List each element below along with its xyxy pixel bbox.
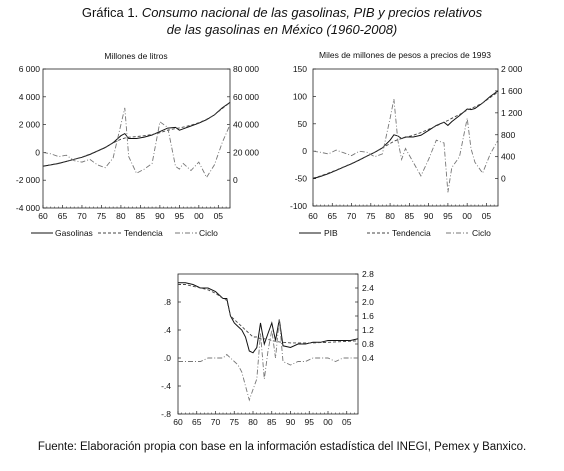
- y-left-tick-label: 2 000: [19, 120, 41, 130]
- y-left-tick-label: 0: [35, 147, 40, 157]
- x-tick-label: 85: [267, 417, 277, 427]
- legend-label: PIB: [324, 228, 338, 238]
- y-left-tick-label: -.4: [161, 381, 171, 391]
- y-left-tick-label: -4 000: [16, 203, 40, 213]
- series-line-gasolinas: [42, 101, 231, 167]
- x-tick-label: 00: [194, 211, 204, 221]
- y-left-tick-label: -50: [295, 174, 308, 184]
- x-tick-label: 05: [482, 211, 492, 221]
- x-tick-label: 65: [58, 211, 68, 221]
- y-right-tick-label: 2.8: [362, 269, 374, 279]
- series-line-ciclo: [42, 107, 231, 179]
- x-tick-label: 65: [192, 417, 202, 427]
- y-left-tick-label: 6 000: [19, 64, 41, 74]
- figure-label: Gráfica 1.: [81, 5, 139, 20]
- figure-title-line2: de las gasolinas en México (1960-2008): [166, 22, 398, 37]
- x-tick-label: 90: [424, 211, 434, 221]
- y-left-tick-label: .0: [164, 353, 171, 363]
- y-right-tick-label: 1.2: [362, 325, 374, 335]
- y-right-tick-label: 0: [233, 175, 238, 185]
- plot-frame: [177, 273, 359, 415]
- series-line-line-1: [178, 284, 359, 344]
- y-right-tick-label: 800: [501, 130, 515, 140]
- source-note: Fuente: Elaboración propia con base en l…: [37, 441, 527, 453]
- y-right-tick-label: 60 000: [233, 92, 259, 102]
- x-tick-label: 75: [230, 417, 240, 427]
- y-right-tick-label: 2.4: [362, 283, 374, 293]
- y-right-tick-label: 0.8: [362, 339, 374, 349]
- unit-label: Miles de millones de pesos a precios de …: [319, 50, 491, 60]
- x-tick-label: 95: [305, 417, 315, 427]
- x-tick-label: 60: [173, 417, 183, 427]
- series-line-line-2: [178, 319, 358, 402]
- y-left-tick-label: .8: [164, 297, 171, 307]
- y-right-tick-label: 20 000: [233, 147, 259, 157]
- y-right-tick-label: 2 000: [501, 64, 523, 74]
- y-right-tick-label: 1 200: [501, 108, 523, 118]
- x-tick-label: 75: [366, 211, 376, 221]
- x-tick-label: 70: [347, 211, 357, 221]
- y-left-tick-label: -.8: [161, 409, 171, 419]
- x-tick-label: 80: [385, 211, 395, 221]
- x-tick-label: 80: [116, 211, 126, 221]
- x-tick-label: 00: [323, 417, 333, 427]
- legend-label: Ciclo: [199, 228, 218, 238]
- x-tick-label: 70: [211, 417, 221, 427]
- y-left-tick-label: 4 000: [19, 92, 41, 102]
- x-tick-label: 95: [175, 211, 185, 221]
- y-left-tick-label: 50: [298, 119, 308, 129]
- series-line-ciclo: [312, 99, 499, 193]
- y-left-tick-label: 0: [302, 146, 307, 156]
- x-tick-label: 80: [248, 417, 258, 427]
- x-tick-label: 90: [286, 417, 296, 427]
- figure-title-line1: Gráfica 1. Consumo nacional de las gasol…: [0, 4, 564, 21]
- y-left-tick-label: .4: [164, 325, 171, 335]
- x-tick-label: 05: [214, 211, 224, 221]
- y-left-tick-label: -100: [290, 201, 307, 211]
- series-line-tendencia: [42, 102, 231, 167]
- y-right-tick-label: 80 000: [233, 64, 259, 74]
- figure-title: Gráfica 1. Consumo nacional de las gasol…: [0, 4, 564, 38]
- x-tick-label: 00: [462, 211, 472, 221]
- x-tick-label: 60: [308, 211, 318, 221]
- y-right-tick-label: 0.4: [362, 353, 374, 363]
- y-right-tick-label: 1.6: [362, 311, 374, 321]
- y-left-tick-label: 100: [293, 91, 307, 101]
- figure-title-text-1: Consumo nacional de las gasolinas, PIB y…: [141, 5, 483, 20]
- y-right-tick-label: 2.0: [362, 297, 374, 307]
- x-tick-label: 85: [405, 211, 415, 221]
- x-tick-label: 60: [38, 211, 48, 221]
- series-line-pib: [312, 90, 499, 180]
- series-line-tendencia: [312, 91, 499, 179]
- series-line-line-0: [178, 282, 359, 354]
- y-right-tick-label: 1 600: [501, 86, 523, 96]
- x-tick-label: 85: [136, 211, 146, 221]
- x-tick-label: 70: [77, 211, 87, 221]
- unit-label: Millones de litros: [104, 51, 167, 61]
- legend-label: Tendencia: [124, 228, 163, 238]
- x-tick-label: 90: [155, 211, 165, 221]
- chart-precios: 60 65 70 75 80 85 90 95 00 05 -.8 -.4 .0 .4 .8 0.4 0.8 1.…: [161, 269, 374, 427]
- chart-pib: Miles de millones de pesos a precios de …: [290, 50, 523, 238]
- y-left-tick-label: 150: [293, 64, 307, 74]
- x-tick-label: 95: [443, 211, 453, 221]
- y-right-tick-label: 40 000: [233, 120, 259, 130]
- legend-label: Gasolinas: [55, 228, 93, 238]
- x-tick-label: 05: [342, 417, 352, 427]
- x-tick-label: 75: [97, 211, 107, 221]
- x-tick-label: 65: [328, 211, 338, 221]
- legend-label: Ciclo: [472, 228, 491, 238]
- y-right-tick-label: 400: [501, 152, 515, 162]
- y-left-tick-label: -2 000: [16, 175, 40, 185]
- legend-label: Tendencia: [392, 228, 431, 238]
- y-right-tick-label: 0: [501, 174, 506, 184]
